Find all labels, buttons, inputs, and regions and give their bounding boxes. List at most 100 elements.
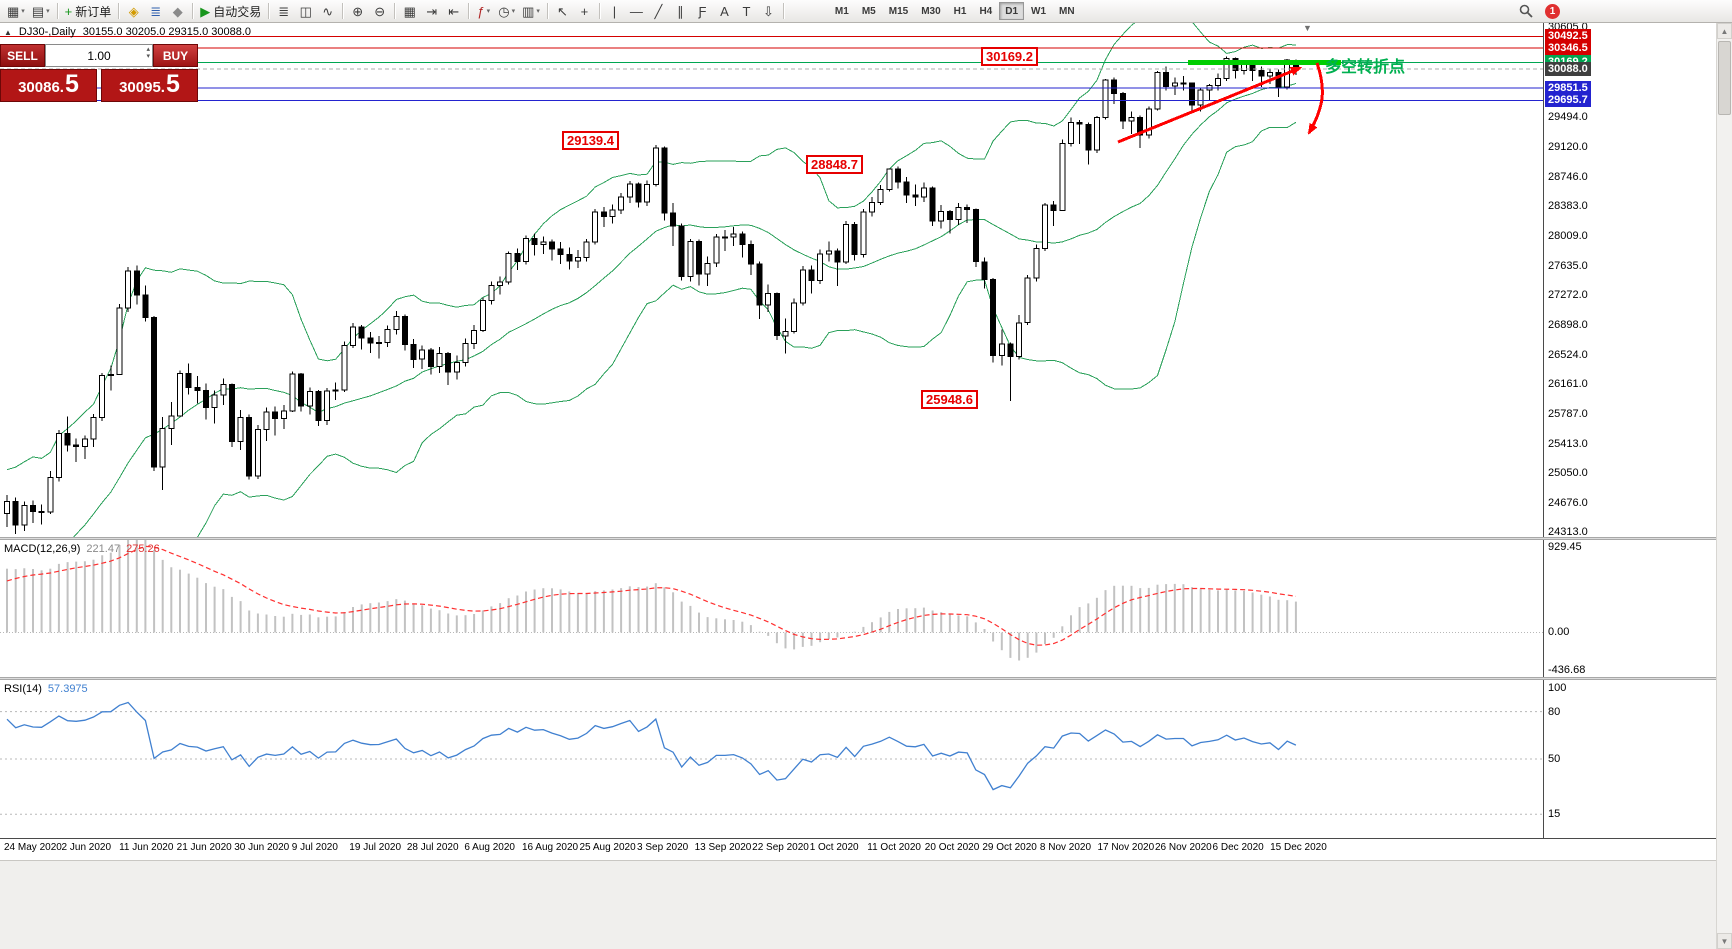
symbol-title: DJ30-,Daily bbox=[18, 26, 76, 38]
zoom-out-icon[interactable]: ⊖ bbox=[374, 3, 386, 19]
new-chart-icon[interactable]: ▦ ▾ bbox=[7, 3, 25, 19]
timeframe-mn[interactable]: MN bbox=[1059, 5, 1075, 17]
rsi-line bbox=[6, 701, 1297, 791]
price-callout[interactable]: 25948.6 bbox=[921, 390, 978, 409]
rsi-pane[interactable] bbox=[0, 680, 1543, 838]
volume-input[interactable]: 1.00 ▴ ▾ bbox=[45, 44, 153, 67]
price-axis-line bbox=[1543, 23, 1544, 838]
reversal-arrow[interactable] bbox=[1307, 62, 1324, 135]
timeframe-m30[interactable]: M30 bbox=[921, 5, 941, 17]
macd-pane[interactable] bbox=[0, 540, 1543, 677]
metaeditor-icon[interactable]: ◈ bbox=[128, 3, 139, 19]
periods-icon[interactable]: ◷ ▾ bbox=[498, 3, 516, 19]
pane-separator[interactable] bbox=[0, 677, 1716, 680]
price-callout[interactable]: 28848.7 bbox=[806, 155, 863, 174]
autotrading-button[interactable]: ▶ 自动交易 bbox=[200, 3, 262, 19]
date-label: 16 Aug 2020 bbox=[521, 842, 579, 853]
symbol-ohlc: 30155.0 30205.0 29315.0 30088.0 bbox=[82, 26, 251, 38]
cursor-icon[interactable]: ↖ bbox=[556, 3, 568, 19]
arrows-icon[interactable]: ⇩ bbox=[762, 3, 774, 19]
toolbar-separator bbox=[394, 3, 396, 19]
date-label: 17 Nov 2020 bbox=[1097, 842, 1155, 853]
trendline-icon[interactable]: ╱ bbox=[654, 3, 663, 19]
chart-window[interactable]: ▲ DJ30-,Daily 30155.0 30205.0 29315.0 30… bbox=[0, 23, 1716, 860]
toolbar: ▦ ▾ ▤ ▾ + 新订单 ◈ ≣ ◆ ▶ 自动交易 ≣ ◫ ∿ ⊕ ⊖ ▦ ⇥ ⇤ ƒ ▾ ◷ ▾ ▥ ▾ ↖ + | — ╱ ∥ Ƒ A T ⇩… bbox=[0, 0, 1732, 23]
timeframe-m15[interactable]: M15 bbox=[888, 5, 909, 17]
price-callout[interactable]: 30169.2 bbox=[981, 47, 1038, 66]
horizontal-line-icon[interactable]: — bbox=[629, 3, 643, 19]
timeframe-h1[interactable]: H1 bbox=[953, 5, 967, 17]
date-label: 6 Aug 2020 bbox=[464, 842, 515, 853]
chart-shift-icon[interactable]: ⇤ bbox=[448, 3, 460, 19]
timeframe-m5[interactable]: M5 bbox=[861, 5, 876, 17]
timeframe-h4[interactable]: H4 bbox=[979, 5, 993, 17]
one-click-toggle-icon[interactable]: ▲ bbox=[4, 27, 12, 37]
candlestick-series bbox=[4, 56, 1299, 535]
search-icon[interactable] bbox=[1515, 1, 1536, 21]
price-tick: 29120.0 bbox=[1548, 140, 1588, 153]
date-label: 19 Jul 2020 bbox=[349, 842, 402, 853]
date-label: 30 Jun 2020 bbox=[234, 842, 290, 853]
channel-icon[interactable]: ∥ bbox=[677, 3, 684, 19]
date-label: 9 Jul 2020 bbox=[291, 842, 338, 853]
profiles-icon[interactable]: ▤ ▾ bbox=[31, 3, 50, 19]
scroll-up-button[interactable]: ▲ bbox=[1717, 23, 1732, 39]
sell-price-display[interactable]: 30086. 5 bbox=[0, 69, 97, 102]
indicators-icon[interactable]: ƒ ▾ bbox=[477, 3, 491, 19]
auto-scroll-icon[interactable]: ⇥ bbox=[426, 3, 438, 19]
candlestick-chart-icon[interactable]: ◫ bbox=[299, 3, 312, 19]
toolbar-icon-group: ▦ ▾ ▤ ▾ + 新订单 ◈ ≣ ◆ ▶ 自动交易 ≣ ◫ ∿ ⊕ ⊖ ▦ ⇥ ⇤ ƒ ▾ ◷ ▾ ▥ ▾ ↖ + | — ╱ ∥ Ƒ A T ⇩ bbox=[4, 1, 787, 21]
macd-histogram bbox=[6, 540, 1297, 661]
templates-icon[interactable]: ▥ ▾ bbox=[522, 3, 540, 19]
scrollbar-thumb[interactable] bbox=[1718, 41, 1731, 115]
toolbar-separator bbox=[782, 3, 784, 19]
rsi-value: 57.3975 bbox=[47, 683, 88, 695]
sell-button[interactable]: SELL bbox=[0, 44, 45, 67]
text-icon[interactable]: A bbox=[720, 3, 729, 19]
toolbar-separator bbox=[268, 3, 270, 19]
price-tick: 26161.0 bbox=[1548, 378, 1588, 391]
timeframe-d1[interactable]: D1 bbox=[999, 2, 1025, 20]
crosshair-icon[interactable]: + bbox=[580, 3, 589, 19]
volume-up-icon[interactable]: ▴ bbox=[146, 46, 150, 53]
price-tick: 28746.0 bbox=[1548, 170, 1588, 183]
price-tick: 26898.0 bbox=[1548, 318, 1588, 331]
date-label: 20 Oct 2020 bbox=[924, 842, 980, 853]
buy-price-display[interactable]: 30095. 5 bbox=[101, 69, 198, 102]
volume-down-icon[interactable]: ▾ bbox=[146, 53, 150, 60]
market-watch-icon[interactable]: ≣ bbox=[150, 3, 162, 19]
price-pane[interactable] bbox=[0, 23, 1543, 537]
scroll-down-button[interactable]: ▼ bbox=[1717, 933, 1732, 949]
bar-chart-icon[interactable]: ≣ bbox=[278, 3, 290, 19]
macd-axis-label: -436.68 bbox=[1548, 664, 1586, 676]
pane-separator[interactable] bbox=[0, 537, 1716, 540]
label-icon[interactable]: T bbox=[742, 3, 751, 19]
date-label: 15 Dec 2020 bbox=[1270, 842, 1327, 853]
rsi-axis-label: 100 bbox=[1548, 682, 1567, 694]
notification-badge[interactable]: 1 bbox=[1545, 3, 1560, 19]
chart-shift-marker[interactable]: ▼ bbox=[1303, 23, 1312, 33]
date-label: 24 May 2020 bbox=[4, 842, 62, 853]
toolbar-right-group: 1 bbox=[1515, 1, 1560, 21]
timeframe-toolbar: M1 M5 M15 M30 H1 H4 D1 W1 MN bbox=[829, 2, 1081, 20]
buy-button[interactable]: BUY bbox=[153, 44, 198, 67]
annotation-note[interactable]: 多空转折点 bbox=[1325, 59, 1406, 76]
zoom-in-icon[interactable]: ⊕ bbox=[352, 3, 364, 19]
tile-windows-icon[interactable]: ▦ bbox=[403, 3, 416, 19]
timeframe-w1[interactable]: W1 bbox=[1031, 5, 1047, 17]
rsi-indicator-label: RSI(14) 57.3975 bbox=[4, 683, 88, 695]
timeframe-m1[interactable]: M1 bbox=[834, 5, 849, 17]
rsi-axis-label: 50 bbox=[1548, 753, 1561, 765]
navigator-icon[interactable]: ◆ bbox=[172, 3, 183, 19]
new-order-button[interactable]: + 新订单 bbox=[64, 3, 112, 19]
price-tick: 25413.0 bbox=[1548, 438, 1588, 451]
vertical-line-icon[interactable]: | bbox=[612, 3, 617, 19]
line-chart-icon[interactable]: ∿ bbox=[322, 3, 334, 19]
price-callout[interactable]: 29139.4 bbox=[562, 131, 619, 150]
date-axis-line bbox=[0, 838, 1716, 839]
macd-axis-label: 929.45 bbox=[1548, 541, 1582, 553]
fibonacci-icon[interactable]: Ƒ bbox=[698, 3, 707, 19]
trend-arrow-line[interactable] bbox=[1117, 66, 1302, 144]
vertical-scrollbar[interactable]: ▲ ▼ bbox=[1716, 23, 1732, 949]
price-tick: 24676.0 bbox=[1548, 497, 1588, 510]
